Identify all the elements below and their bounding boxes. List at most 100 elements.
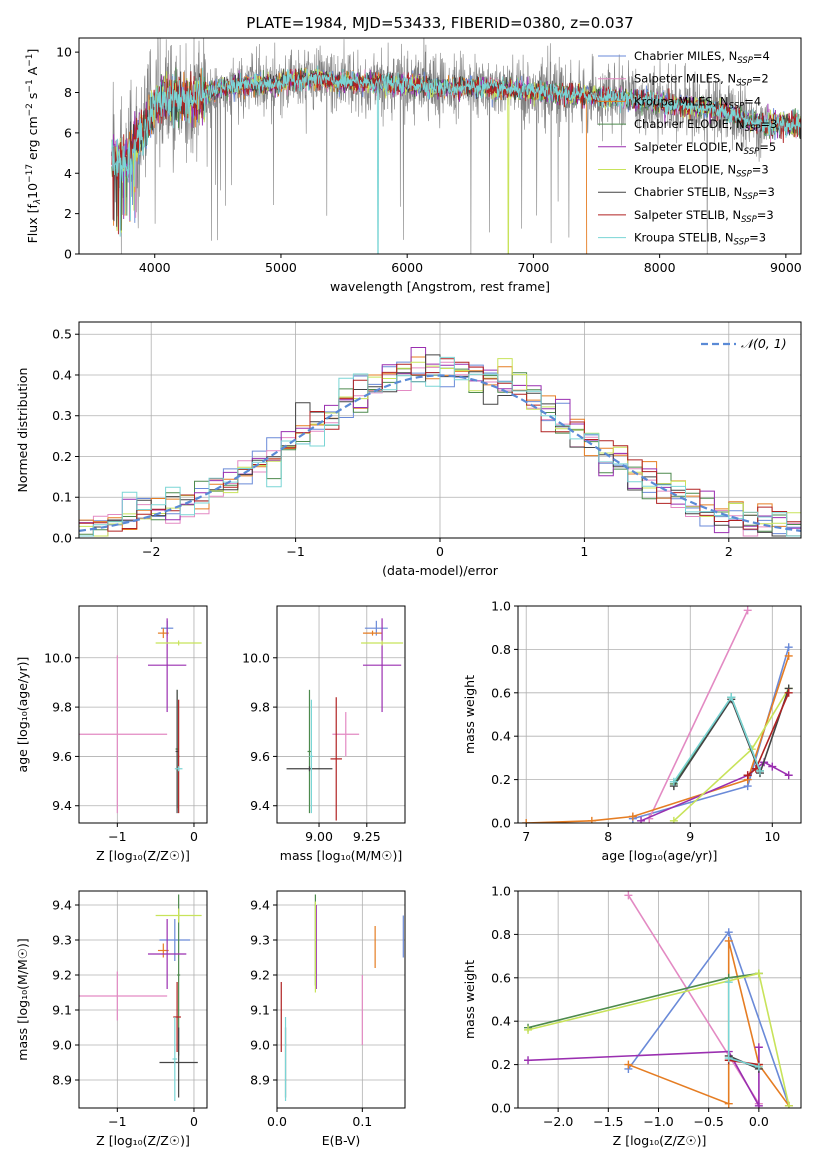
weight-marker (784, 771, 793, 780)
legend-nssp-prefix: , N (718, 231, 734, 245)
y-tick-label: 9.1 (52, 1003, 72, 1018)
legend-nssp-subscript: SSP (742, 192, 758, 202)
y-tick-label: 2 (64, 206, 72, 221)
legend-nssp-subscript: SSP (736, 170, 752, 180)
errorbar-point (177, 699, 180, 814)
errorbar-point (155, 640, 202, 646)
y-label-part: ] (25, 49, 40, 54)
y-tick-label: 0.2 (491, 1057, 511, 1072)
errorbar-point (309, 699, 314, 814)
legend-name: Chabrier MILES (634, 49, 721, 63)
y-tick-label: 9.3 (250, 933, 270, 948)
weight-marker (624, 1060, 633, 1069)
errorbar-point (332, 712, 360, 757)
x-tick-label: 0 (190, 829, 198, 844)
legend-nssp-subscript: SSP (741, 215, 757, 225)
weight-marker (754, 1043, 763, 1052)
y-tick-label: 8.9 (250, 1073, 270, 1088)
weight-marker (628, 812, 637, 821)
y-label-part: s (25, 93, 40, 104)
legend-entry: Kroupa STELIB, NSSP=3 (634, 231, 766, 248)
y-label-part: A (25, 66, 40, 79)
x-axis-label: Z [log₁₀(Z/Z☉)] (96, 1133, 190, 1148)
plot-area (79, 347, 801, 538)
y-label-part: 10 (25, 183, 40, 199)
y-tick-label: 0.6 (491, 685, 511, 700)
weight-marker (784, 688, 793, 697)
x-tick-label: −2.0 (543, 1114, 573, 1129)
x-tick-label: −1 (108, 829, 126, 844)
legend-nssp-subscript: SSP (737, 56, 753, 66)
legend-nssp-prefix: , N (720, 163, 736, 177)
weight-marker (587, 816, 596, 823)
panel-mass-vs-Z: −1 0 8.9 9.0 9.1 9.2 9.3 9.4 Z [log₁₀(Z/Z☉)] mass… (15, 890, 208, 1148)
y-tick-label: 8.9 (52, 1073, 72, 1088)
weight-marker (784, 651, 793, 660)
y-tick-label: 6 (64, 125, 72, 140)
errorbar-point (362, 630, 383, 636)
y-tick-label: 0.8 (491, 927, 511, 942)
legend-nssp-value: =4 (753, 49, 770, 63)
legend-nssp-value: =2 (752, 72, 769, 86)
axes-frame (517, 890, 802, 1109)
x-tick-label: 9.25 (353, 829, 381, 844)
legend-nssp-prefix: , N (726, 185, 742, 199)
weight-marker (743, 606, 752, 615)
errorbar-point (172, 1017, 178, 1101)
legend-entry: Salpeter ELODIE, NSSP=5 (634, 140, 776, 157)
legend-name: Salpeter STELIB (634, 208, 725, 222)
y-tick-label: 8 (64, 85, 72, 100)
plot-area (79, 618, 202, 814)
errorbar-point (362, 618, 402, 713)
x-axis-label: mass [log₁₀(M/M☉)] (280, 848, 402, 863)
y-tick-label: 0.5 (52, 327, 72, 342)
axes-frame (276, 605, 406, 824)
y-label-part: −1 (25, 79, 35, 92)
legend-nssp-subscript: SSP (736, 79, 752, 89)
y-tick-label: 9.4 (250, 898, 270, 913)
legend-nssp-value: =3 (758, 185, 775, 199)
y-tick-label: 10 (56, 45, 72, 60)
x-tick-label: 9 (686, 829, 694, 844)
x-tick-label: 0.0 (267, 1114, 287, 1129)
errorbar-point (79, 655, 168, 814)
panel-mass-vs-EBV: 0.0 0.1 8.9 9.0 9.1 9.2 9.3 9.4 E(B-V) (250, 890, 406, 1148)
y-tick-label: 9.2 (250, 968, 270, 983)
weight-marker (755, 766, 764, 775)
axes-frame (276, 890, 406, 1109)
weight-marker (524, 1056, 533, 1065)
weight-series-line (627, 894, 760, 1105)
weight-marker (724, 1099, 733, 1108)
y-tick-label: 1.0 (491, 599, 511, 614)
x-tick-label: 7 (522, 829, 530, 844)
y-tick-label: 9.1 (250, 1003, 270, 1018)
x-axis-label: (data-model)/error (382, 563, 499, 578)
legend-nssp-prefix: , N (720, 72, 736, 86)
errorbar-point (307, 689, 312, 814)
y-axis-label: mass weight (462, 675, 477, 754)
panel-age-vs-mass: 9.00 9.25 9.4 9.6 9.8 10.0 mass [log₁₀(M/M☉)] (242, 605, 406, 863)
panel-residual-histogram: 𝒩(0, 1) −2 −1 0 1 2 0.0 0.1 0.2 0.3 0.4 0.5 (data-mo… (15, 321, 802, 578)
plot-area (524, 891, 793, 1108)
y-tick-label: 9.2 (52, 968, 72, 983)
panel-weight-vs-Z: −2.0 −1.5 −1.0 −0.5 0.0 0.0 0.2 0.4 0.6 0.8 1.0 Z [… (462, 884, 802, 1148)
y-label-part: λ (33, 199, 43, 205)
weight-marker (669, 777, 678, 786)
weight-marker (768, 762, 777, 771)
y-tick-label: 0.4 (491, 729, 511, 744)
legend-nssp-value: =4 (744, 94, 761, 108)
legend-nssp-prefix: , N (729, 117, 745, 131)
histogram-step (79, 356, 801, 538)
weight-marker (743, 771, 752, 780)
legend-entry: 𝒩(0, 1) (741, 336, 787, 351)
y-tick-label: 0.2 (491, 772, 511, 787)
y-tick-label: 9.3 (52, 933, 72, 948)
x-tick-label: 9.00 (305, 829, 333, 844)
y-tick-label: 1.0 (491, 884, 511, 899)
y-axis-label: mass [log₁₀(M/M☉)] (15, 938, 30, 1060)
y-tick-label: 9.4 (52, 798, 72, 813)
legend-entry: Salpeter STELIB, NSSP=3 (634, 208, 774, 225)
y-tick-label: 0 (64, 247, 72, 262)
y-tick-label: 0.2 (52, 449, 72, 464)
legend-nssp-subscript: SSP (729, 101, 745, 111)
